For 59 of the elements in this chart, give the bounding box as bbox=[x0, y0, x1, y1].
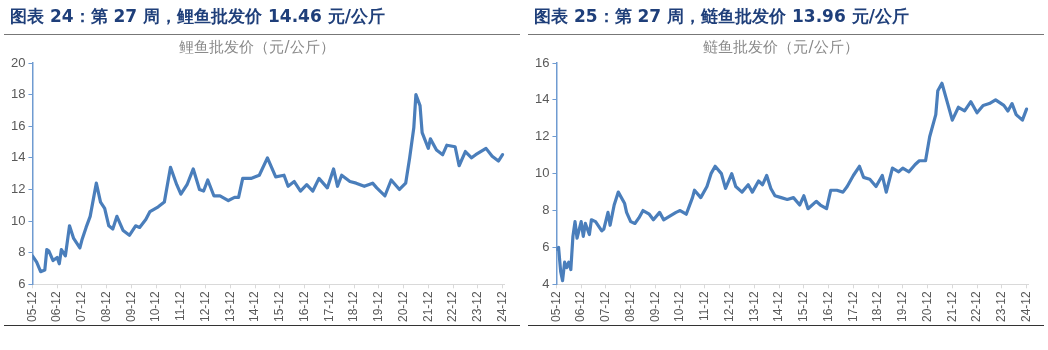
y-tick-label: 12 bbox=[10, 181, 26, 197]
y-tick-label: 10 bbox=[10, 212, 26, 228]
x-tick-label: 18-12 bbox=[346, 290, 361, 323]
x-tick-label: 05-12 bbox=[24, 290, 39, 323]
x-tick-label: 07-12 bbox=[74, 290, 89, 323]
x-tick-label: 21-12 bbox=[944, 290, 959, 323]
y-tick-label: 12 bbox=[534, 128, 550, 144]
x-tick-label: 17-12 bbox=[845, 290, 860, 323]
chart-title: 图表 24：第 27 周，鲤鱼批发价 14.46 元/公斤 bbox=[4, 0, 520, 35]
x-tick-label: 12-12 bbox=[721, 290, 736, 323]
x-tick-label: 15-12 bbox=[272, 290, 287, 323]
x-tick-label: 20-12 bbox=[919, 290, 934, 323]
x-tick-label: 14-12 bbox=[247, 290, 262, 323]
x-tick-label: 14-12 bbox=[771, 290, 786, 323]
y-tick-label: 6 bbox=[18, 275, 26, 291]
x-tick-label: 19-12 bbox=[895, 290, 910, 323]
x-tick-label: 23-12 bbox=[994, 290, 1009, 323]
y-tick-label: 16 bbox=[10, 117, 26, 133]
x-tick-label: 12-12 bbox=[197, 290, 212, 323]
x-tick-label: 13-12 bbox=[222, 290, 237, 323]
x-tick-label: 05-12 bbox=[548, 290, 563, 323]
x-tick-label: 06-12 bbox=[49, 290, 64, 323]
x-tick-label: 24-12 bbox=[494, 290, 509, 323]
x-tick-label: 21-12 bbox=[420, 290, 435, 323]
y-tick-label: 18 bbox=[10, 86, 26, 102]
x-tick-label: 23-12 bbox=[470, 290, 485, 323]
x-tick-label: 06-12 bbox=[573, 290, 588, 323]
y-tick-label: 8 bbox=[542, 202, 550, 218]
x-tick-label: 20-12 bbox=[395, 290, 410, 323]
x-tick-label: 10-12 bbox=[148, 290, 163, 323]
x-tick-label: 15-12 bbox=[796, 290, 811, 323]
x-tick-label: 11-12 bbox=[697, 290, 712, 322]
x-tick-label: 22-12 bbox=[445, 290, 460, 323]
x-tick-label: 08-12 bbox=[99, 290, 114, 323]
x-tick-label: 08-12 bbox=[623, 290, 638, 323]
y-tick-label: 8 bbox=[18, 244, 26, 260]
y-tick-label: 20 bbox=[10, 54, 26, 70]
x-tick-label: 19-12 bbox=[371, 290, 386, 323]
chart-subtitle: 鲤鱼批发价（元/公斤） bbox=[179, 37, 335, 56]
x-tick-label: 11-12 bbox=[173, 290, 188, 322]
x-tick-label: 13-12 bbox=[746, 290, 761, 323]
chart-subtitle: 鲢鱼批发价（元/公斤） bbox=[703, 37, 859, 56]
x-tick-label: 09-12 bbox=[647, 290, 662, 323]
y-tick-label: 4 bbox=[542, 275, 550, 291]
x-tick-label: 09-12 bbox=[123, 290, 138, 323]
x-tick-label: 18-12 bbox=[870, 290, 885, 323]
x-tick-label: 22-12 bbox=[969, 290, 984, 323]
x-tick-label: 24-12 bbox=[1018, 290, 1033, 323]
y-tick-label: 14 bbox=[10, 149, 26, 165]
chart-title: 图表 25：第 27 周，鲢鱼批发价 13.96 元/公斤 bbox=[528, 0, 1044, 35]
x-tick-label: 07-12 bbox=[598, 290, 613, 323]
x-tick-label: 10-12 bbox=[672, 290, 687, 323]
y-tick-label: 16 bbox=[534, 54, 550, 70]
x-tick-label: 16-12 bbox=[820, 290, 835, 323]
y-tick-label: 6 bbox=[542, 239, 550, 254]
y-tick-label: 14 bbox=[534, 91, 550, 107]
x-tick-label: 16-12 bbox=[296, 290, 311, 323]
x-tick-label: 17-12 bbox=[321, 290, 336, 323]
y-tick-label: 10 bbox=[534, 165, 550, 181]
